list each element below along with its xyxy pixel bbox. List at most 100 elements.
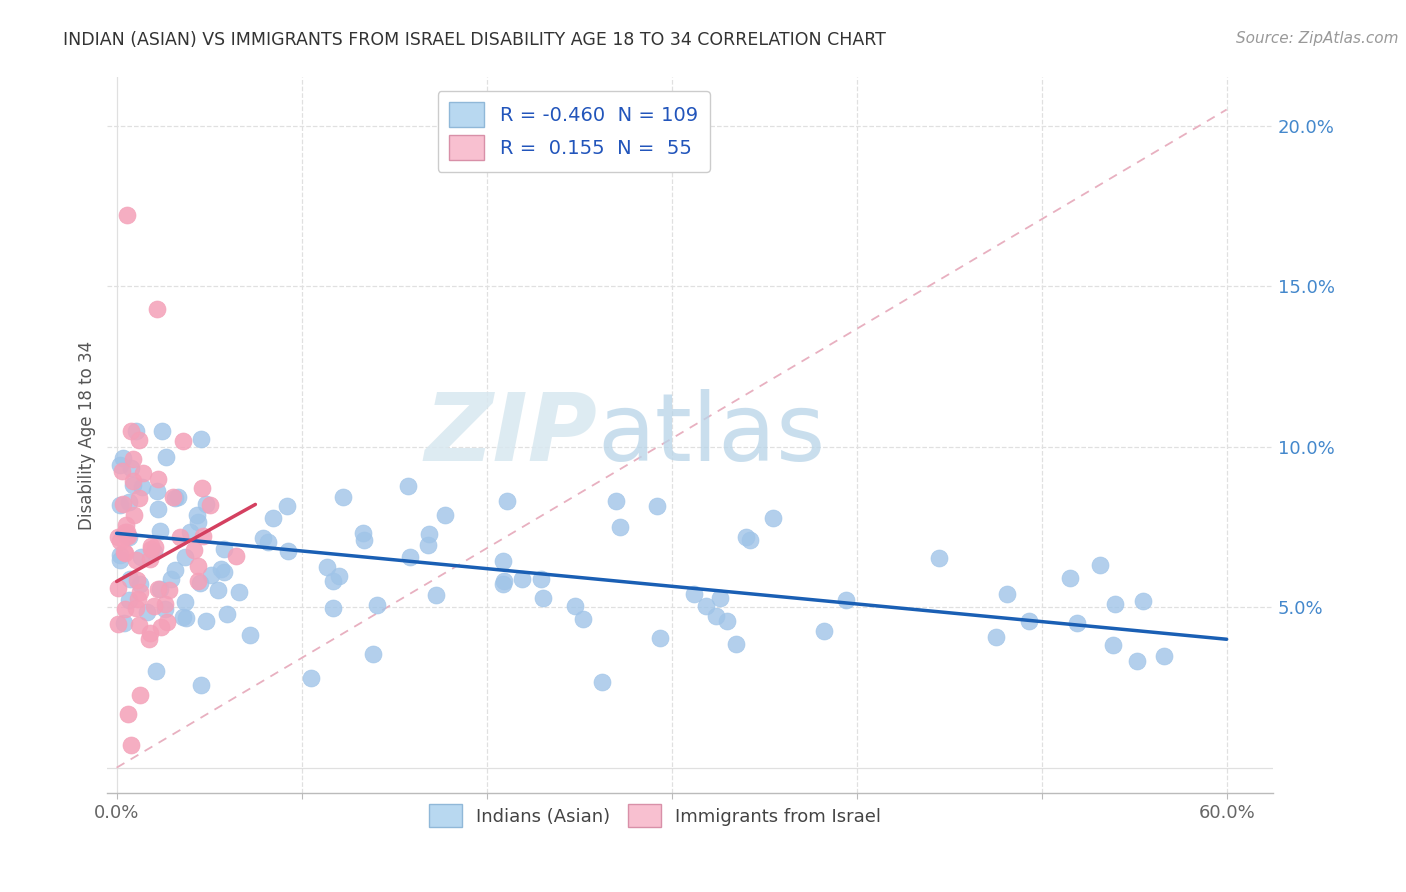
Point: [277, 544, 299, 558]
Point: [928, 550, 950, 565]
Point: [112, 616, 135, 631]
Point: [125, 553, 148, 567]
Point: [165, 563, 187, 577]
Point: [1132, 594, 1154, 608]
Point: [138, 632, 160, 647]
Point: [257, 534, 280, 549]
Point: [128, 434, 150, 448]
Point: [299, 671, 322, 685]
Point: [131, 479, 153, 493]
Point: [149, 620, 172, 634]
Point: [142, 599, 165, 614]
Point: [139, 541, 162, 556]
Point: [120, 738, 142, 752]
Point: [155, 450, 177, 464]
Point: [111, 465, 134, 479]
Point: [122, 475, 145, 489]
Point: [704, 609, 727, 624]
Point: [120, 461, 142, 475]
Point: [186, 508, 208, 522]
Point: [166, 491, 188, 505]
Point: [695, 599, 717, 613]
Point: [141, 539, 163, 553]
Text: Source: ZipAtlas.com: Source: ZipAtlas.com: [1236, 31, 1399, 46]
Point: [115, 524, 138, 539]
Point: [114, 524, 136, 539]
Point: [156, 615, 179, 629]
Point: [212, 565, 235, 579]
Point: [112, 545, 135, 559]
Point: [276, 499, 298, 513]
Point: [529, 572, 551, 586]
Point: [172, 434, 194, 448]
Point: [762, 511, 785, 525]
Point: [107, 530, 129, 544]
Point: [143, 540, 166, 554]
Point: [122, 508, 145, 522]
Point: [128, 618, 150, 632]
Point: [361, 647, 384, 661]
Point: [155, 597, 177, 611]
Point: [179, 524, 201, 539]
Point: [198, 498, 221, 512]
Point: [125, 601, 148, 615]
Point: [118, 530, 141, 544]
Point: [531, 591, 554, 606]
Point: [682, 587, 704, 601]
Point: [322, 574, 344, 588]
Point: [120, 424, 142, 438]
Point: [174, 611, 197, 625]
Point: [396, 478, 419, 492]
Point: [174, 549, 197, 564]
Point: [127, 591, 149, 606]
Point: [145, 664, 167, 678]
Point: [172, 610, 194, 624]
Point: [418, 538, 440, 552]
Point: [187, 574, 209, 588]
Point: [716, 615, 738, 629]
Legend: Indians (Asian), Immigrants from Israel: Indians (Asian), Immigrants from Israel: [422, 797, 889, 834]
Point: [129, 688, 152, 702]
Point: [1102, 638, 1125, 652]
Point: [591, 675, 613, 690]
Point: [1059, 571, 1081, 585]
Point: [114, 529, 136, 543]
Text: atlas: atlas: [598, 390, 825, 482]
Point: [117, 529, 139, 543]
Point: [366, 598, 388, 612]
Point: [494, 574, 516, 588]
Point: [572, 612, 595, 626]
Point: [734, 530, 756, 544]
Point: [117, 707, 139, 722]
Point: [496, 493, 519, 508]
Point: [108, 534, 131, 549]
Point: [110, 548, 132, 562]
Point: [169, 530, 191, 544]
Point: [239, 628, 262, 642]
Point: [157, 583, 180, 598]
Point: [107, 581, 129, 595]
Point: [149, 582, 172, 596]
Point: [228, 585, 250, 599]
Point: [986, 630, 1008, 644]
Point: [187, 515, 209, 529]
Point: [188, 576, 211, 591]
Point: [107, 617, 129, 632]
Point: [132, 466, 155, 480]
Point: [146, 484, 169, 499]
Point: [709, 591, 731, 606]
Point: [207, 583, 229, 598]
Point: [200, 567, 222, 582]
Point: [564, 599, 586, 613]
Point: [195, 614, 218, 628]
Point: [190, 432, 212, 446]
Point: [118, 572, 141, 586]
Point: [650, 632, 672, 646]
Point: [114, 546, 136, 560]
Point: [813, 624, 835, 639]
Point: [212, 541, 235, 556]
Point: [740, 533, 762, 547]
Point: [128, 585, 150, 599]
Point: [121, 477, 143, 491]
Point: [995, 587, 1018, 601]
